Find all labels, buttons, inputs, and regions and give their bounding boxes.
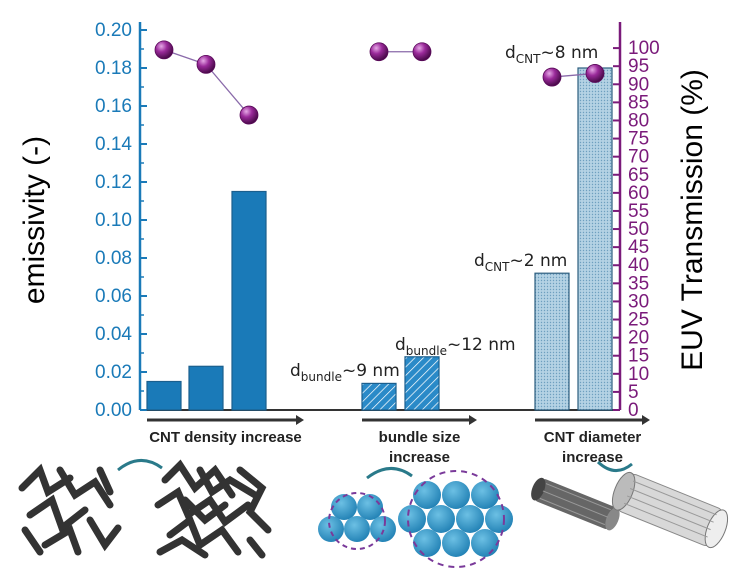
right-tick-label: 60 [628, 183, 649, 204]
bar-solid [188, 365, 224, 411]
left-tick-label: 0.08 [95, 248, 132, 269]
right-tick-label: 5 [628, 382, 639, 403]
annotation-main: d [505, 43, 516, 63]
right-tick-label: 10 [628, 364, 649, 385]
cnt-network-icons [18, 459, 272, 559]
text-layer: 0.00 0.02 0.04 0.06 0.08 0.10 0.12 0.14 0.16 0.18… [18, 20, 709, 466]
right-tick-label: 50 [628, 219, 649, 240]
right-tick-label: 0 [628, 400, 639, 421]
group-label: CNT diameter [544, 429, 642, 446]
group-label: CNT density increase [149, 429, 302, 446]
dimension-annotation: dbundle~9 nm [290, 361, 400, 384]
dimension-annotation: dbundle~12 nm [395, 335, 516, 358]
annotation-value: ~8 nm [540, 43, 598, 63]
right-tick-label: 100 [628, 38, 660, 59]
right-tick-label: 70 [628, 147, 649, 168]
dimension-annotation: dCNT~8 nm [505, 43, 598, 66]
left-tick-label: 0.16 [95, 96, 132, 117]
bundle-circles-icons [318, 470, 513, 568]
left-tick-label: 0.14 [95, 134, 132, 155]
left-tick-label: 0.20 [95, 20, 132, 41]
right-tick-label: 25 [628, 310, 649, 331]
left-tick-label: 0.00 [95, 400, 132, 421]
left-tick-label: 0.06 [95, 286, 132, 307]
annotation-value: ~9 nm [342, 361, 400, 381]
annotation-value: ~12 nm [447, 335, 516, 355]
transmission-marker [196, 54, 216, 74]
right-tick-label: 65 [628, 165, 649, 186]
bars-layer [146, 67, 613, 411]
right-tick-label: 85 [628, 92, 649, 113]
right-tick-label: 15 [628, 346, 649, 367]
dimension-annotation: dCNT~2 nm [474, 251, 567, 274]
transmission-marker [154, 40, 174, 60]
transmission-marker [239, 105, 259, 125]
arrow-icon [117, 459, 163, 472]
right-tick-label: 30 [628, 291, 649, 312]
annotation-main: d [290, 361, 301, 381]
left-tick-label: 0.18 [95, 58, 132, 79]
right-tick-label: 45 [628, 237, 649, 258]
arrow-icon [596, 460, 633, 472]
right-tick-label: 75 [628, 129, 649, 150]
group-arrow-head [469, 415, 477, 425]
left-tick-label: 0.10 [95, 210, 132, 231]
group-label: increase [562, 449, 623, 466]
transmission-marker [542, 67, 562, 87]
bar-dotted [534, 272, 570, 411]
arrow-icon [366, 467, 413, 480]
group-arrow-head [642, 415, 650, 425]
right-tick-label: 55 [628, 201, 649, 222]
transmission-marker [412, 42, 432, 62]
left-tick-label: 0.04 [95, 324, 132, 345]
bar-dotted [577, 67, 613, 411]
bar-solid [146, 380, 182, 411]
transmission-marker [369, 42, 389, 62]
group-arrow-head [296, 415, 304, 425]
left-tick-label: 0.12 [95, 172, 132, 193]
annotation-subscript: CNT [485, 260, 510, 274]
right-tick-label: 40 [628, 255, 649, 276]
right-tick-label: 90 [628, 74, 649, 95]
left-axis-title: emissivity (-) [18, 136, 51, 304]
transmission-marker [585, 64, 605, 83]
group-label: increase [389, 449, 450, 466]
transmission-line [205, 63, 250, 116]
bar-hatched [361, 382, 397, 411]
annotation-subscript: bundle [406, 344, 447, 358]
bar-hatched [404, 356, 440, 411]
annotation-main: d [395, 335, 406, 355]
right-tick-label: 20 [628, 328, 649, 349]
right-tick-label: 80 [628, 110, 649, 131]
nanotube-cylinders-icons [531, 471, 729, 549]
right-tick-label: 35 [628, 273, 649, 294]
annotation-subscript: bundle [301, 370, 342, 384]
annotation-main: d [474, 251, 485, 271]
right-axis-title: EUV Transmission (%) [676, 69, 709, 371]
left-tick-label: 0.02 [95, 362, 132, 383]
bar-solid [231, 190, 267, 411]
right-tick-label: 95 [628, 56, 649, 77]
annotation-subscript: CNT [516, 52, 541, 66]
markers-layer [154, 40, 605, 125]
annotation-value: ~2 nm [509, 251, 567, 271]
group-label: bundle size [379, 429, 461, 446]
